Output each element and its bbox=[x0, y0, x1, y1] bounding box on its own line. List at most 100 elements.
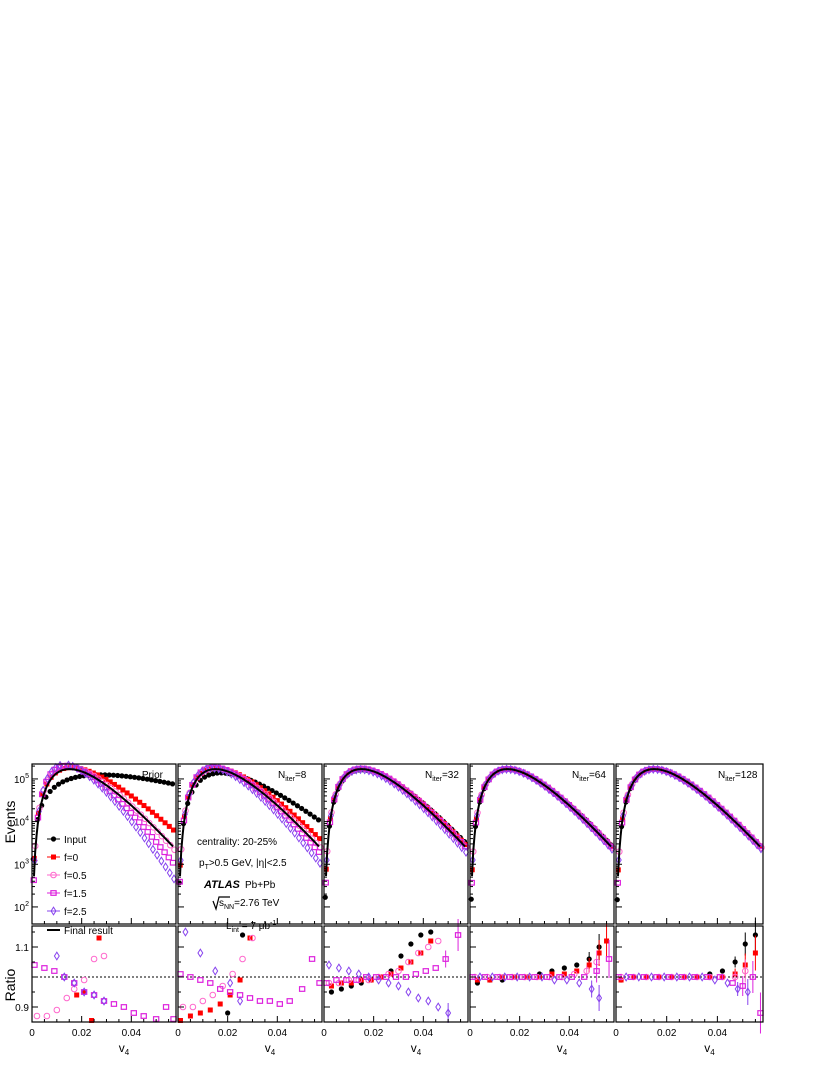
f15-point bbox=[298, 830, 306, 837]
x-tick-label: 0 bbox=[613, 1028, 619, 1039]
f15-point bbox=[161, 849, 168, 856]
f25-ratio-point bbox=[539, 972, 545, 982]
f25-ratio-point bbox=[345, 966, 352, 976]
input-point bbox=[277, 792, 284, 798]
f25-point bbox=[249, 784, 256, 795]
input-ratio-point bbox=[719, 968, 726, 974]
f25-ratio-point bbox=[744, 987, 751, 997]
f15-point bbox=[30, 877, 37, 884]
system-label: Pb+Pb bbox=[245, 880, 276, 891]
x-tick-label: 0.04 bbox=[122, 1028, 142, 1039]
f05-ratio-point bbox=[395, 967, 402, 975]
x-tick-label: 0.02 bbox=[72, 1028, 92, 1039]
top-panel-3-frame bbox=[323, 763, 469, 925]
f0-ratio-point bbox=[549, 971, 555, 977]
f25-point bbox=[78, 765, 85, 776]
events-axis-label: Events bbox=[2, 801, 18, 844]
f25-point bbox=[162, 862, 169, 872]
f0-point bbox=[69, 765, 75, 771]
events-tick-label: 103 bbox=[14, 858, 29, 871]
f0-point bbox=[128, 793, 134, 799]
top-panel-4-markers bbox=[468, 764, 616, 902]
legend: Input f=0 f=0.5 f=1.5 f=2.5 Final result bbox=[47, 835, 113, 937]
input-point bbox=[127, 774, 133, 780]
info-block: centrality: 20-25% pT>0.5 GeV, |η|<2.5 A… bbox=[197, 837, 287, 934]
f15-ratio-point bbox=[729, 980, 736, 986]
f05-ratio-point bbox=[43, 1012, 51, 1020]
f05-ratio-point bbox=[249, 934, 256, 942]
ratio-panel-5-markers bbox=[615, 917, 764, 1034]
f25-point bbox=[587, 822, 594, 832]
f15-ratio-point bbox=[31, 962, 38, 968]
legend-final-label: Final result bbox=[64, 926, 113, 937]
f0-point bbox=[48, 774, 54, 780]
final-result-curves bbox=[33, 768, 761, 877]
f15-point bbox=[322, 879, 329, 886]
f15-point bbox=[47, 771, 54, 778]
f05-ratio-point bbox=[229, 970, 236, 978]
legend-f15-label: f=1.5 bbox=[64, 889, 87, 900]
f15-point bbox=[394, 781, 401, 788]
f15-point bbox=[453, 834, 460, 841]
f0-point bbox=[145, 806, 151, 812]
f0-ratio-point bbox=[81, 989, 87, 995]
f15-point bbox=[406, 790, 414, 797]
input-point bbox=[47, 788, 53, 795]
top-panel-3-markers bbox=[322, 764, 470, 900]
f25-point bbox=[166, 868, 173, 878]
f0-ratio-point bbox=[487, 977, 493, 983]
f0-ratio-point bbox=[574, 968, 580, 974]
final-result-curve-1 bbox=[33, 768, 174, 877]
f15-point bbox=[603, 839, 611, 845]
f05-ratio-point bbox=[209, 991, 217, 999]
f25-ratio-point bbox=[325, 960, 332, 970]
input-point bbox=[303, 808, 309, 814]
f15-ratio-point bbox=[170, 1016, 177, 1022]
legend-f25-label: f=2.5 bbox=[64, 907, 87, 918]
f15-point bbox=[599, 834, 606, 841]
legend-input-marker bbox=[50, 836, 57, 842]
f15-ratio-point bbox=[316, 980, 323, 986]
f25-point bbox=[107, 792, 114, 802]
f05-point bbox=[145, 819, 153, 827]
f0-point bbox=[300, 820, 306, 826]
f25-point bbox=[137, 827, 144, 838]
f25-point bbox=[253, 788, 260, 799]
f15-ratio-point bbox=[739, 983, 746, 989]
f25-point bbox=[650, 764, 657, 775]
f25-ratio-point bbox=[623, 972, 630, 982]
f15-point bbox=[590, 826, 598, 832]
legend-f15-marker bbox=[50, 890, 57, 896]
f25-ratio-point bbox=[375, 975, 382, 985]
f15-point bbox=[578, 813, 585, 820]
f15-ratio-point bbox=[41, 965, 48, 971]
f0-point bbox=[120, 787, 126, 793]
f0-ratio-point bbox=[187, 1013, 193, 1019]
f0-point bbox=[425, 805, 431, 811]
centrality-text: centrality: 20-25% bbox=[197, 837, 277, 848]
f0-ratio-point bbox=[561, 971, 567, 977]
f15-ratio-point bbox=[556, 974, 563, 980]
f25-point bbox=[295, 833, 302, 843]
f25-ratio-point bbox=[648, 972, 655, 982]
v4-axis-label: v4 bbox=[557, 1041, 568, 1057]
f25-ratio-point bbox=[635, 972, 642, 982]
f0-point bbox=[308, 828, 314, 834]
f15-ratio-point bbox=[298, 986, 306, 992]
f25-ratio-point bbox=[212, 966, 219, 976]
final-result-curve-2 bbox=[179, 768, 320, 877]
f0-ratio-point bbox=[197, 1010, 203, 1016]
f25-ratio-point bbox=[385, 978, 392, 988]
f0-point bbox=[133, 796, 139, 802]
f15-ratio-point bbox=[286, 998, 293, 1004]
events-tick-label: 104 bbox=[14, 816, 29, 829]
f0-point bbox=[99, 774, 105, 780]
f0-point bbox=[158, 816, 164, 822]
ratio-panel-4-markers bbox=[469, 923, 614, 1011]
input-point bbox=[206, 772, 212, 778]
f25-ratio-point bbox=[91, 990, 98, 1000]
events-tick-label: 102 bbox=[14, 901, 29, 914]
atlas-label: ATLAS bbox=[203, 879, 241, 891]
f25-ratio-point bbox=[227, 978, 234, 988]
